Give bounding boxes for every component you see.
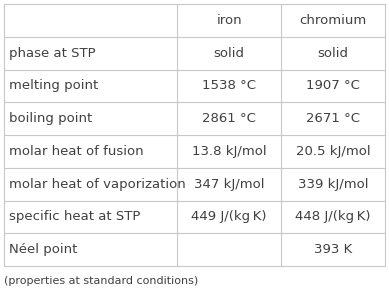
Text: 339 kJ/mol: 339 kJ/mol — [298, 178, 368, 191]
Text: solid: solid — [214, 47, 245, 59]
Text: 1907 °C: 1907 °C — [306, 79, 360, 92]
Text: 13.8 kJ/mol: 13.8 kJ/mol — [192, 145, 266, 158]
Text: (properties at standard conditions): (properties at standard conditions) — [4, 276, 198, 286]
Text: 1538 °C: 1538 °C — [202, 79, 256, 92]
Text: 448 J/(kg K): 448 J/(kg K) — [295, 210, 371, 223]
Text: 2671 °C: 2671 °C — [306, 112, 360, 125]
Text: Néel point: Néel point — [9, 243, 77, 256]
Text: molar heat of fusion: molar heat of fusion — [9, 145, 144, 158]
Text: chromium: chromium — [300, 14, 366, 27]
Text: melting point: melting point — [9, 79, 98, 92]
Text: specific heat at STP: specific heat at STP — [9, 210, 140, 223]
Text: boiling point: boiling point — [9, 112, 92, 125]
Text: 449 J/(kg K): 449 J/(kg K) — [191, 210, 267, 223]
Text: 20.5 kJ/mol: 20.5 kJ/mol — [296, 145, 370, 158]
Text: 347 kJ/mol: 347 kJ/mol — [194, 178, 265, 191]
Text: molar heat of vaporization: molar heat of vaporization — [9, 178, 186, 191]
Text: phase at STP: phase at STP — [9, 47, 96, 59]
Text: solid: solid — [317, 47, 349, 59]
Text: iron: iron — [216, 14, 242, 27]
Text: 393 K: 393 K — [314, 243, 352, 256]
Text: 2861 °C: 2861 °C — [202, 112, 256, 125]
